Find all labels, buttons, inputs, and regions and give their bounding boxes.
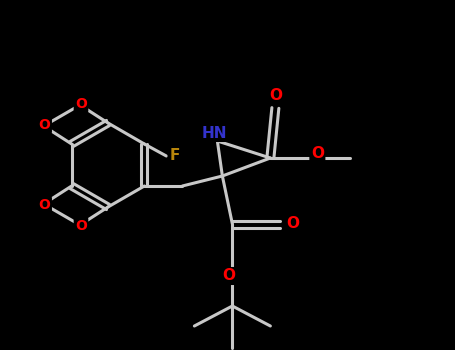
Text: O: O	[311, 146, 324, 161]
Text: O: O	[75, 219, 87, 233]
Text: F: F	[169, 148, 180, 163]
Text: O: O	[39, 118, 51, 132]
Text: O: O	[75, 97, 87, 111]
Text: O: O	[222, 268, 235, 284]
Text: HN: HN	[202, 126, 227, 140]
Text: O: O	[269, 89, 282, 104]
Text: O: O	[286, 217, 299, 231]
Text: O: O	[39, 198, 51, 212]
